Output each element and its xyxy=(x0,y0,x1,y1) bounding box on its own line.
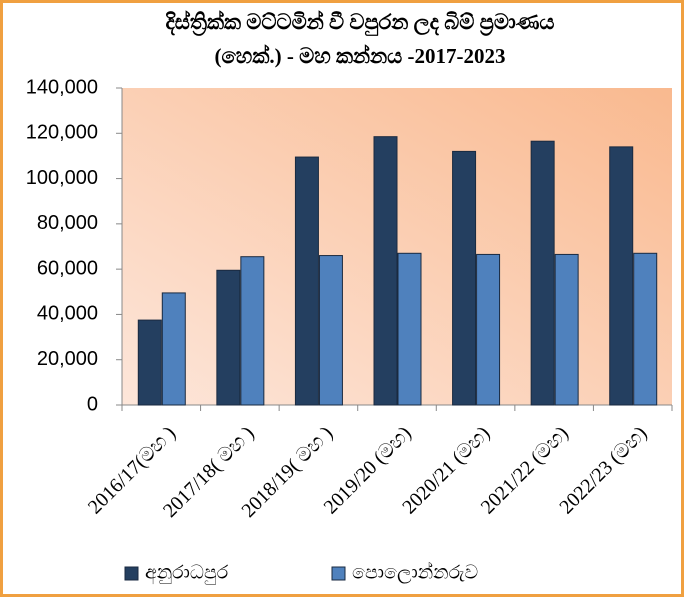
bar xyxy=(318,255,343,406)
y-tick-label: 20,000 xyxy=(37,348,98,370)
bar xyxy=(633,252,658,406)
bar xyxy=(240,256,265,406)
chart-title: දිස්ත්‍රික්ක මට්ටමින් වී වපුරන ලද බිම් ප… xyxy=(165,10,555,37)
bar xyxy=(476,253,501,406)
bar xyxy=(554,253,579,406)
legend-swatch xyxy=(124,566,139,581)
bar xyxy=(530,140,555,406)
bar xyxy=(452,150,477,406)
y-tick-label: 120,000 xyxy=(26,122,98,144)
bar xyxy=(294,156,319,406)
y-tick-label: 40,000 xyxy=(37,303,98,325)
bar xyxy=(216,269,241,406)
legend-swatch xyxy=(331,566,346,581)
bar xyxy=(373,136,398,406)
chart-title: (හෙක්.) - මහ කන්නය -2017-2023 xyxy=(215,44,506,68)
y-tick-label: 100,000 xyxy=(26,167,98,189)
bar xyxy=(137,319,162,406)
bar xyxy=(397,252,422,406)
y-tick-label: 140,000 xyxy=(26,76,98,98)
y-tick-label: 0 xyxy=(87,393,98,415)
legend-label: අනුරාධපුර xyxy=(145,562,229,585)
legend-label: පොලොන්නරුව xyxy=(352,561,478,583)
y-tick-label: 80,000 xyxy=(37,212,98,234)
bar xyxy=(161,292,186,406)
y-tick-label: 60,000 xyxy=(37,257,98,279)
bar xyxy=(609,146,634,406)
